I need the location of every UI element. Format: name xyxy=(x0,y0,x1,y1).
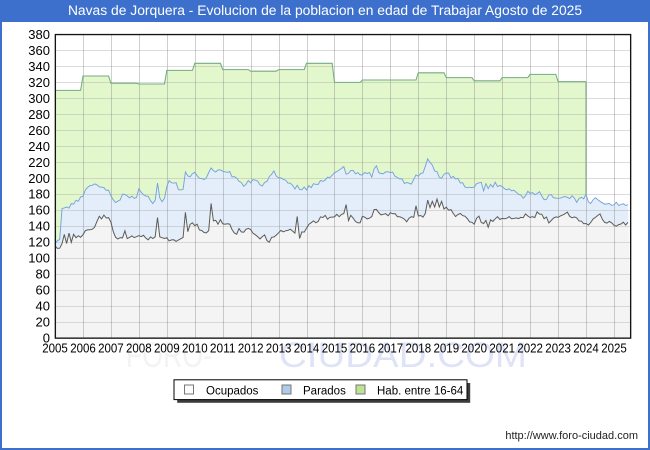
svg-text:2013: 2013 xyxy=(266,340,292,355)
svg-text:2019: 2019 xyxy=(434,340,460,355)
svg-text:140: 140 xyxy=(28,219,50,234)
svg-text:2011: 2011 xyxy=(210,340,236,355)
svg-text:120: 120 xyxy=(28,235,50,250)
svg-text:260: 260 xyxy=(28,123,50,138)
svg-text:2022: 2022 xyxy=(517,340,543,355)
svg-text:0: 0 xyxy=(43,331,50,346)
svg-text:340: 340 xyxy=(28,59,50,74)
svg-text:20: 20 xyxy=(36,315,50,330)
svg-text:Ocupados: Ocupados xyxy=(206,386,259,398)
svg-text:160: 160 xyxy=(28,203,50,218)
svg-text:2008: 2008 xyxy=(126,340,152,355)
svg-text:280: 280 xyxy=(28,107,50,122)
svg-text:2014: 2014 xyxy=(294,340,320,355)
svg-text:40: 40 xyxy=(36,299,50,314)
svg-text:320: 320 xyxy=(28,75,50,90)
svg-text:2009: 2009 xyxy=(154,340,180,355)
svg-text:300: 300 xyxy=(28,91,50,106)
svg-text:240: 240 xyxy=(28,139,50,154)
svg-text:2017: 2017 xyxy=(378,340,404,355)
svg-text:Parados: Parados xyxy=(303,386,346,398)
svg-text:220: 220 xyxy=(28,155,50,170)
svg-text:FORO-CIUDAD.COM: FORO- CIUDAD.COM xyxy=(126,336,527,375)
svg-text:2015: 2015 xyxy=(322,340,348,355)
svg-text:200: 200 xyxy=(28,171,50,186)
svg-text:2020: 2020 xyxy=(461,340,487,355)
svg-text:380: 380 xyxy=(28,27,50,42)
svg-text:2007: 2007 xyxy=(98,340,124,355)
svg-text:60: 60 xyxy=(36,283,50,298)
svg-text:2012: 2012 xyxy=(238,340,264,355)
svg-text:Hab. entre 16-64: Hab. entre 16-64 xyxy=(377,386,464,398)
svg-text:2016: 2016 xyxy=(350,340,376,355)
svg-text:2010: 2010 xyxy=(182,340,208,355)
svg-text:http://www.foro-ciudad.com: http://www.foro-ciudad.com xyxy=(505,430,638,442)
svg-text:2025: 2025 xyxy=(601,340,627,355)
svg-text:2006: 2006 xyxy=(70,340,96,355)
svg-text:2018: 2018 xyxy=(406,340,432,355)
svg-text:80: 80 xyxy=(36,267,50,282)
svg-text:100: 100 xyxy=(28,251,50,266)
svg-text:2005: 2005 xyxy=(42,340,68,355)
svg-text:180: 180 xyxy=(28,187,50,202)
svg-text:2024: 2024 xyxy=(573,340,599,355)
svg-text:2021: 2021 xyxy=(489,340,515,355)
svg-text:2023: 2023 xyxy=(545,340,571,355)
svg-text:360: 360 xyxy=(28,43,50,58)
